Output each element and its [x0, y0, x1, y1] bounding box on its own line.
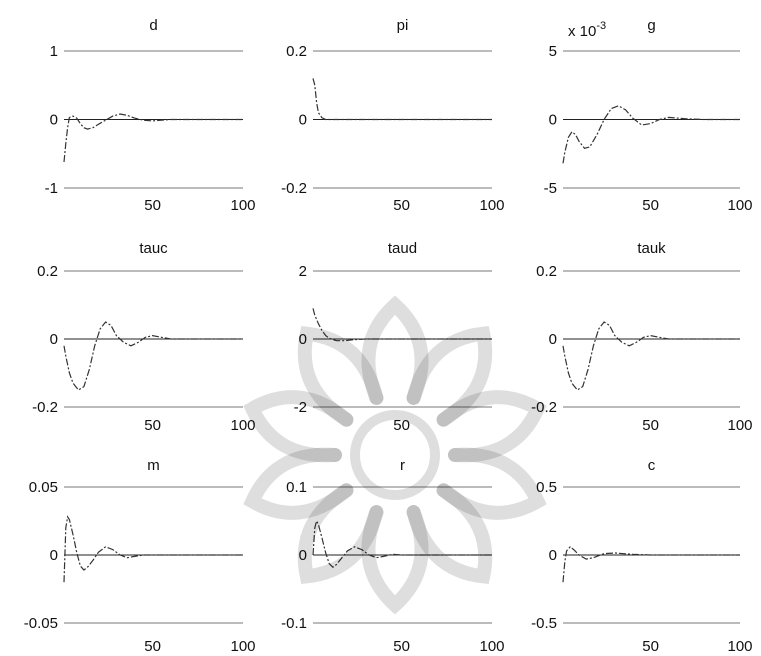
y-tick-label: -1 [45, 180, 58, 197]
scale-multiplier: x 10-3 [568, 20, 606, 40]
series-line [63, 113, 243, 163]
y-tick-label: 0 [50, 331, 58, 348]
series-line [312, 519, 492, 568]
y-tick-label: 0 [50, 547, 58, 564]
series-line [562, 545, 740, 583]
panel-title: g [647, 17, 655, 34]
panel-taud: 2 0 -2 50 taud [294, 240, 492, 434]
x-tick-label: 50 [393, 197, 410, 214]
y-tick-label: 0 [549, 112, 557, 129]
y-tick-label: 0.5 [536, 479, 557, 496]
y-tick-label: -0.05 [24, 615, 58, 632]
x-tick-label: 100 [727, 417, 752, 434]
x-tick-label: 50 [642, 197, 659, 214]
x-tick-label: 100 [230, 638, 255, 655]
y-tick-label: -0.5 [531, 615, 557, 632]
y-tick-label: 0 [299, 112, 307, 129]
x-tick-label: 100 [230, 197, 255, 214]
y-tick-label: -0.2 [531, 399, 557, 416]
y-tick-label: 0.05 [29, 479, 58, 496]
x-tick-label: 50 [144, 197, 161, 214]
y-tick-label: 5 [549, 43, 557, 60]
series-line [63, 321, 243, 391]
y-tick-label: 2 [299, 263, 307, 280]
x-tick-label: 100 [727, 197, 752, 214]
x-tick-label: 100 [479, 638, 504, 655]
panel-r: 0.1 0 -0.1 50 100 r [281, 457, 504, 655]
panel-title: d [149, 17, 157, 34]
panel-c: 0.5 0 -0.5 50 100 c [531, 457, 752, 655]
series-line [562, 321, 740, 391]
x-tick-label: 100 [230, 417, 255, 434]
y-tick-label: 0.2 [536, 263, 557, 280]
series-line [312, 308, 492, 342]
panel-title: pi [397, 17, 409, 34]
y-tick-label: 0 [50, 112, 58, 129]
x-tick-label: 50 [393, 638, 410, 655]
panel-tauk: 0.2 0 -0.2 50 100 tauk [531, 240, 752, 434]
y-tick-label: 0 [549, 547, 557, 564]
y-tick-label: -0.1 [281, 615, 307, 632]
series-line [562, 105, 740, 164]
y-tick-label: 0 [299, 547, 307, 564]
x-tick-label: 50 [144, 638, 161, 655]
panel-tauc: 0.2 0 -0.2 50 100 tauc [32, 240, 255, 434]
series-line [63, 515, 243, 583]
panel-m: 0.05 0 -0.05 50 100 m [24, 457, 256, 655]
y-tick-label: -2 [294, 399, 307, 416]
panel-title: c [648, 457, 656, 474]
series-line [312, 78, 492, 121]
y-tick-label: -0.2 [281, 180, 307, 197]
panel-d: 1 0 -1 50 100 d [45, 17, 256, 214]
y-tick-label: 0 [549, 331, 557, 348]
x-tick-label: 50 [144, 417, 161, 434]
y-tick-label: -5 [544, 180, 557, 197]
panel-title: taud [388, 240, 417, 257]
x-tick-label: 100 [479, 197, 504, 214]
y-tick-label: 0.1 [286, 479, 307, 496]
panel-title: m [147, 457, 160, 474]
x-tick-label: 50 [642, 417, 659, 434]
y-tick-label: -0.2 [32, 399, 58, 416]
y-tick-label: 0.2 [37, 263, 58, 280]
y-tick-label: 0.2 [286, 43, 307, 60]
y-tick-label: 1 [50, 43, 58, 60]
scale-exponent: -3 [596, 20, 606, 32]
x-tick-label: 50 [642, 638, 659, 655]
x-tick-label: 100 [727, 638, 752, 655]
x-tick-label: 50 [393, 417, 410, 434]
y-tick-label: 0 [299, 331, 307, 348]
panel-title: r [400, 457, 405, 474]
panel-title: tauc [139, 240, 168, 257]
panel-pi: 0.2 0 -0.2 50 100 pi [281, 17, 504, 214]
panel-title: tauk [637, 240, 666, 257]
